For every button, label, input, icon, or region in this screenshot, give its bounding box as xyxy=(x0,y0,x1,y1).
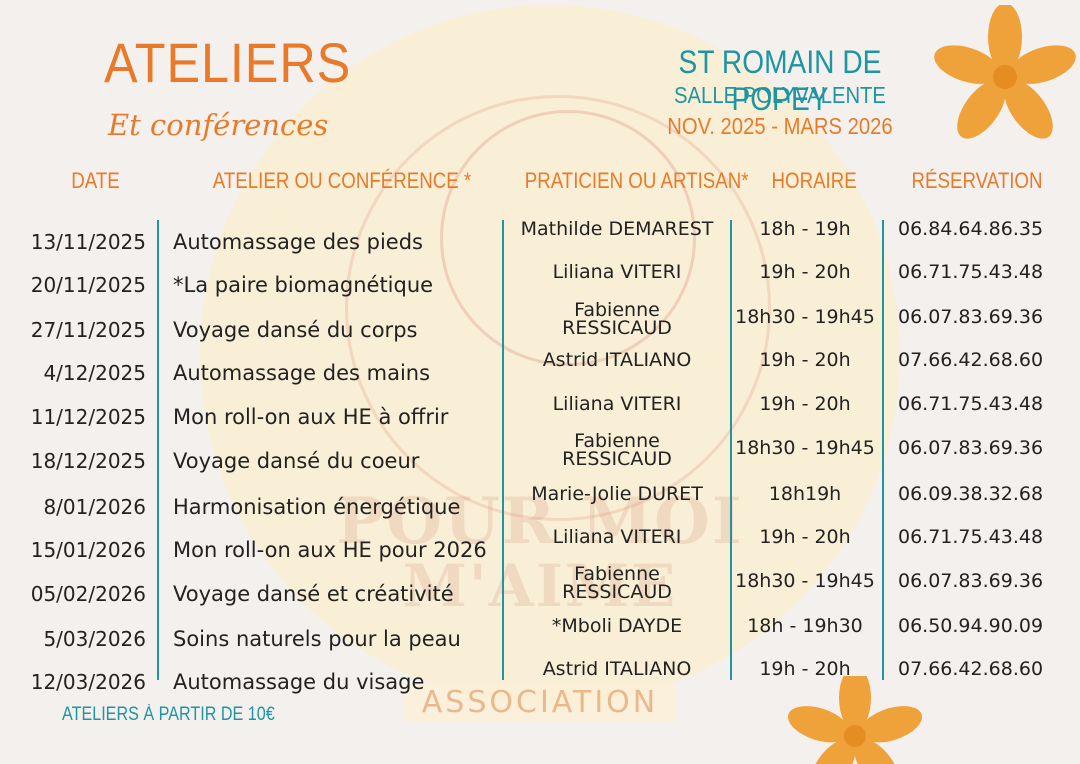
location-town: ST ROMAIN DE POPEY xyxy=(678,44,882,117)
header-praticien: PRATICIEN OU ARTISAN* xyxy=(524,168,749,193)
cell-date: 18/12/2025 xyxy=(30,449,146,473)
column-divider xyxy=(157,220,159,680)
cell-reservation[interactable]: 06.07.83.69.36 xyxy=(898,437,1044,459)
cell-date: 15/01/2026 xyxy=(30,538,146,562)
cell-horaire: 18h30 - 19h45 xyxy=(735,570,875,592)
cell-date: 8/01/2026 xyxy=(43,495,146,519)
cell-praticien: Fabienne RESSICAUD xyxy=(562,563,672,603)
cell-praticien: Fabienne RESSICAUD xyxy=(562,430,672,470)
cell-reservation[interactable]: 06.71.75.43.48 xyxy=(898,261,1044,283)
cell-praticien: Fabienne RESSICAUD xyxy=(562,299,672,339)
cell-praticien: Liliana VITERI xyxy=(552,526,682,548)
cell-date: 20/11/2025 xyxy=(30,273,146,297)
cell-reservation[interactable]: 06.84.64.86.35 xyxy=(898,218,1044,240)
column-divider xyxy=(882,220,884,680)
cell-date: 4/12/2025 xyxy=(43,361,146,385)
cell-reservation[interactable]: 06.09.38.32.68 xyxy=(898,483,1044,505)
cell-reservation[interactable]: 06.71.75.43.48 xyxy=(898,393,1044,415)
cell-praticien: Astrid ITALIANO xyxy=(542,349,692,371)
header-atelier: ATELIER OU CONFÉRENCE * xyxy=(212,168,472,193)
cell-reservation[interactable]: 07.66.42.68.60 xyxy=(898,658,1044,680)
watermark-logo-text: POUR MOI M'AIME xyxy=(336,484,744,620)
cell-horaire: 18h30 - 19h45 xyxy=(735,437,875,459)
cell-atelier: Mon roll-on aux HE pour 2026 xyxy=(173,538,487,562)
cell-horaire: 18h19h xyxy=(768,483,842,505)
cell-praticien: Astrid ITALIANO xyxy=(542,658,692,680)
cell-praticien: Liliana VITERI xyxy=(552,261,682,283)
cell-horaire: 18h - 19h xyxy=(759,218,851,240)
cell-horaire: 19h - 20h xyxy=(759,658,851,680)
cell-date: 11/12/2025 xyxy=(30,405,146,429)
cell-atelier: Mon roll-on aux HE à offrir xyxy=(173,405,449,429)
page-subtitle: Et conférences xyxy=(108,108,329,142)
cell-praticien: Mathilde DEMAREST xyxy=(520,218,714,240)
cell-date: 05/02/2026 xyxy=(30,582,146,606)
column-divider xyxy=(730,220,732,680)
cell-reservation[interactable]: 06.07.83.69.36 xyxy=(898,570,1044,592)
cell-reservation[interactable]: 06.50.94.90.09 xyxy=(898,615,1044,637)
association-label: ASSOCIATION xyxy=(404,684,676,722)
cell-date: 12/03/2026 xyxy=(30,670,146,694)
cell-atelier: Voyage dansé du corps xyxy=(173,318,418,342)
cell-atelier: Automassage des mains xyxy=(173,361,431,385)
cell-horaire: 18h - 19h30 xyxy=(747,615,863,637)
cell-atelier: Soins naturels pour la peau xyxy=(173,627,461,651)
cell-praticien: *Mboli DAYDE xyxy=(551,615,683,637)
cell-reservation[interactable]: 06.07.83.69.36 xyxy=(898,306,1044,328)
cell-atelier: Automassage des pieds xyxy=(173,230,423,254)
cell-horaire: 19h - 20h xyxy=(759,261,851,283)
cell-date: 13/11/2025 xyxy=(30,230,146,254)
cell-horaire: 19h - 20h xyxy=(759,349,851,371)
column-divider xyxy=(502,220,504,680)
logo-ring xyxy=(345,95,771,521)
cell-atelier: Voyage dansé du coeur xyxy=(173,449,420,473)
cell-date: 5/03/2026 xyxy=(43,627,146,651)
flower-icon xyxy=(934,5,1076,139)
cell-atelier: Automassage du visage xyxy=(173,670,425,694)
header-reservation: RÉSERVATION xyxy=(911,168,1043,193)
cell-atelier: Voyage dansé et créativité xyxy=(173,582,454,606)
header-horaire: HORAIRE xyxy=(771,168,857,193)
cell-horaire: 18h30 - 19h45 xyxy=(735,306,875,328)
cell-horaire: 19h - 20h xyxy=(759,526,851,548)
cell-praticien: Marie-Jolie DURET xyxy=(531,483,703,505)
page-title: ATELIERS xyxy=(104,31,352,94)
cell-praticien: Liliana VITERI xyxy=(552,393,682,415)
location-period: NOV. 2025 - MARS 2026 xyxy=(667,113,893,139)
footer-price-note: ATELIERS À PARTIR DE 10€ xyxy=(62,704,275,725)
cell-atelier: Harmonisation énergétique xyxy=(173,495,461,519)
header-date: DATE xyxy=(71,168,120,193)
cell-date: 27/11/2025 xyxy=(30,318,146,342)
cell-atelier: *La paire biomagnétique xyxy=(173,273,434,297)
flower-icon xyxy=(788,676,922,764)
location-venue: SALLE POLYVALENTE xyxy=(674,82,886,108)
cell-horaire: 19h - 20h xyxy=(759,393,851,415)
cell-reservation[interactable]: 07.66.42.68.60 xyxy=(898,349,1044,371)
logo-face xyxy=(440,110,696,366)
cell-reservation[interactable]: 06.71.75.43.48 xyxy=(898,526,1044,548)
